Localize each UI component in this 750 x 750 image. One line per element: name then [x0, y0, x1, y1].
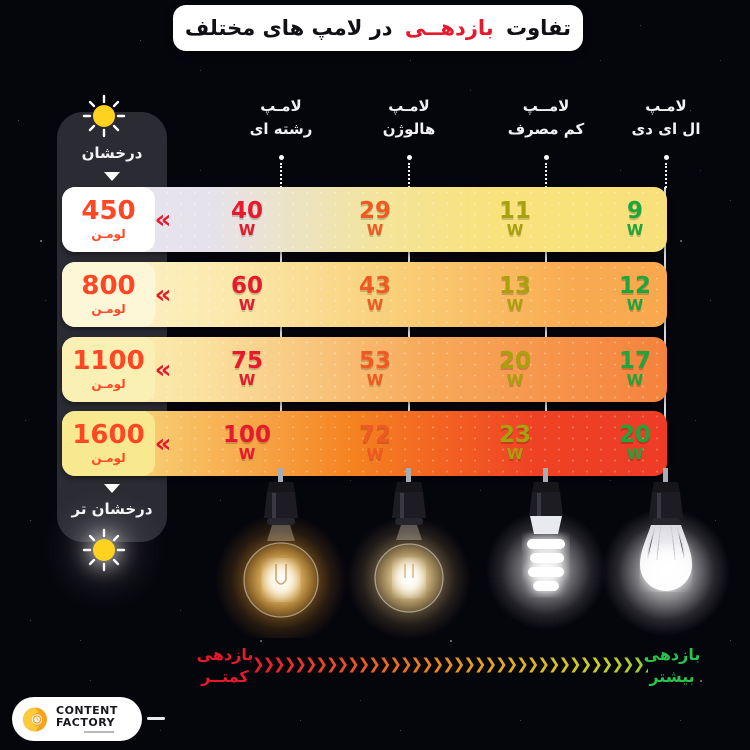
more-efficiency-label: بازدهی بیشتر [643, 645, 701, 686]
table-row-1100-lumen: 1100 لومـن « 75 W 53 W 20 W 17 W [62, 337, 667, 402]
sun-icon [82, 94, 126, 138]
column-header-line2: ال ای دی [631, 120, 701, 139]
halogen-bulb [347, 468, 471, 638]
table-row-450-lumen: 450 لومـن « 40 W 29 W 11 W 9 W [62, 187, 667, 252]
watt-value-halogen: 72 W [358, 422, 391, 463]
watt-value-halogen: 43 W [358, 273, 391, 314]
title-banner: تفاوت بازدهــی در لامپ های مختلف [173, 5, 583, 51]
lumen-value: 800 [81, 271, 136, 301]
lumen-value: 450 [81, 196, 136, 226]
lumen-value: 1100 [72, 346, 145, 376]
chevron-left-icon: « [154, 204, 172, 235]
content-factory-logo: CONTENT FACTORY [12, 697, 142, 741]
lumen-unit: لومـن [91, 227, 126, 241]
column-header-line1: لامــپ [522, 97, 570, 115]
column-header-line2: هالوژن [382, 120, 436, 139]
dotted-connector [663, 155, 669, 188]
watt-value-incandescent: 75 W [230, 348, 263, 389]
brightness-bottom-label: درخشان تر [71, 500, 153, 518]
title-part1: تفاوت [506, 16, 572, 40]
lumen-label: 1100 لومـن [62, 337, 155, 402]
watt-value-halogen: 29 W [358, 198, 391, 239]
brightness-top-label: درخشان [81, 144, 143, 162]
triangle-down-icon [104, 484, 120, 493]
less-efficiency-label: بازدهی کمتــر [196, 645, 254, 686]
watt-value-led: 9 W [626, 198, 644, 239]
starfield-layer-2 [0, 0, 2, 2]
title-highlight: بازدهــی [404, 16, 494, 40]
watt-value-cfl: 23 W [498, 422, 531, 463]
chevron-left-icon: « [154, 354, 172, 385]
watt-value-halogen: 53 W [358, 348, 391, 389]
column-header-line1: لامـپ [645, 97, 687, 115]
efficiency-gradient-arrow: ❯❯❯❯❯❯❯❯❯❯❯❯❯❯❯❯❯❯❯❯❯❯❯❯❯❯❯❯❯❯❯❯❯❯❯❯❯❯❯❯… [252, 650, 648, 678]
page-title: تفاوت بازدهــی در لامپ های مختلف [185, 16, 571, 40]
dotted-connector [406, 155, 412, 188]
column-header-cfl: لامــپ کم مصرف [486, 95, 606, 142]
column-header-led: لامـپ ال ای دی [606, 95, 726, 142]
logo-wordmark: CONTENT FACTORY [56, 705, 118, 733]
logo-subtext-mark [84, 730, 114, 733]
dotted-connector [278, 155, 284, 188]
watt-value-incandescent: 40 W [230, 198, 263, 239]
watt-value-led: 17 W [618, 348, 651, 389]
column-header-line2: رشته ای [249, 120, 313, 139]
watt-value-cfl: 13 W [498, 273, 531, 314]
watt-value-cfl: 20 W [498, 348, 531, 389]
title-part2: در لامپ های مختلف [184, 16, 393, 40]
column-header-halogen: لامـپ هالوژن [349, 95, 469, 142]
column-header-line1: لامـپ [388, 97, 430, 115]
logo-divider-dash [147, 717, 165, 720]
triangle-down-icon [104, 172, 120, 181]
watt-value-incandescent: 60 W [230, 273, 263, 314]
lumen-unit: لومـن [91, 377, 126, 391]
column-header-line2: کم مصرف [507, 120, 585, 139]
lumen-label: 1600 لومـن [62, 411, 155, 476]
chevron-left-icon: « [154, 428, 172, 459]
table-row-1600-lumen: 1600 لومـن « 100 W 72 W 23 W 20 W [62, 411, 667, 476]
watt-value-led: 12 W [618, 273, 651, 314]
table-row-800-lumen: 800 لومـن « 60 W 43 W 13 W 12 W [62, 262, 667, 327]
glowing-sun-icon [82, 528, 126, 572]
watt-value-led: 20 W [618, 422, 651, 463]
cfl-spiral-bulb [486, 468, 606, 630]
lumen-value: 1600 [72, 420, 145, 450]
lumen-unit: لومـن [91, 451, 126, 465]
incandescent-bulb [215, 468, 347, 638]
lumen-label: 800 لومـن [62, 262, 155, 327]
chevron-left-icon: « [154, 279, 172, 310]
column-header-line1: لامـپ [260, 97, 302, 115]
watt-value-incandescent: 100 W [222, 422, 271, 463]
dotted-connector [543, 155, 549, 188]
watt-value-cfl: 11 W [498, 198, 531, 239]
logo-c-mark-icon [23, 707, 47, 731]
column-header-incandescent: لامـپ رشته ای [221, 95, 341, 142]
lumen-label: 450 لومـن [62, 187, 155, 252]
led-bulb [602, 468, 730, 636]
efficiency-arrow-chevrons: ❯❯❯❯❯❯❯❯❯❯❯❯❯❯❯❯❯❯❯❯❯❯❯❯❯❯❯❯❯❯❯❯❯❯❯❯❯❯❯❯… [252, 655, 648, 673]
lumen-unit: لومـن [91, 302, 126, 316]
